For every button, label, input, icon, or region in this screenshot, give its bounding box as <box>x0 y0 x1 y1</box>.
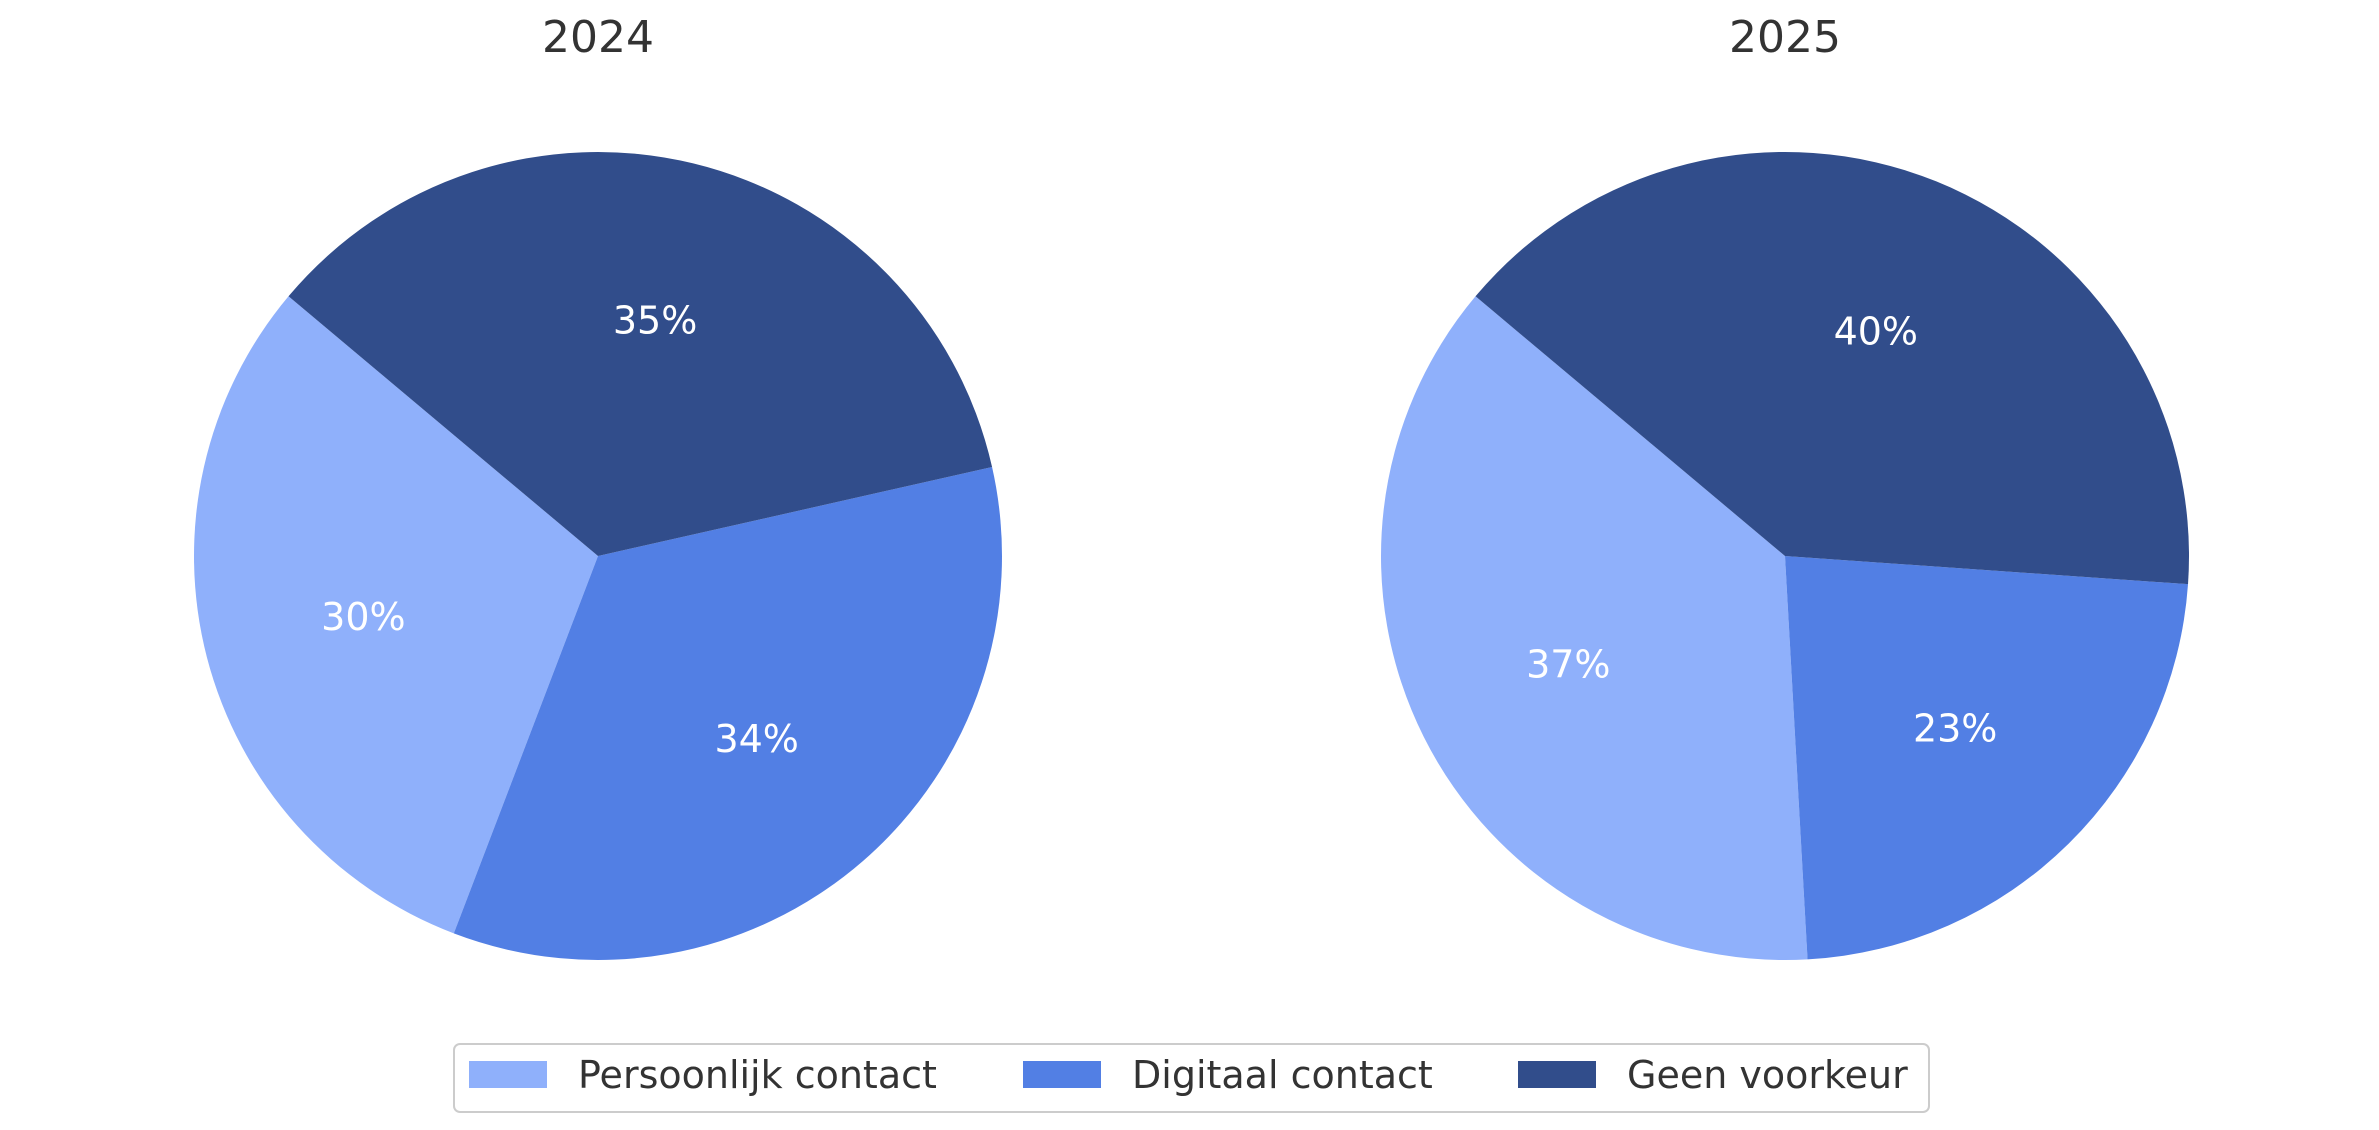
legend-item-geen-voorkeur: Geen voorkeur <box>1518 1053 1908 1097</box>
legend: Persoonlijk contact Digitaal contact Gee… <box>453 1043 1930 1113</box>
legend-item-persoonlijk-contact: Persoonlijk contact <box>469 1053 937 1097</box>
pie-slice-2024-persoonlijk-contact <box>193 296 598 934</box>
pie-slice-2025-persoonlijk-contact <box>1380 296 1808 960</box>
chart-title-2024: 2024 <box>542 12 654 63</box>
pie-slices-2025 <box>1380 151 2190 960</box>
slice-label-2025-digitaal-contact: 23% <box>1913 707 1997 751</box>
pie-labels-2024: 30% 34% 35% <box>321 298 799 761</box>
legend-swatch-geen-voorkeur <box>1518 1061 1596 1088</box>
pie-chart-2024: 2024 30% 34% 35% <box>193 12 1002 961</box>
legend-swatch-digitaal-contact <box>1023 1061 1101 1088</box>
legend-item-digitaal-contact: Digitaal contact <box>1023 1053 1433 1097</box>
slice-label-2024-digitaal-contact: 34% <box>714 717 798 761</box>
legend-swatch-persoonlijk-contact <box>469 1061 547 1088</box>
legend-label-persoonlijk-contact: Persoonlijk contact <box>578 1053 937 1097</box>
pie-slice-2025-geen-voorkeur <box>1475 151 2190 585</box>
slice-label-2025-geen-voorkeur: 40% <box>1834 309 1918 353</box>
pie-slice-2025-digitaal-contact <box>1785 556 2189 960</box>
pie-slice-2024-geen-voorkeur <box>288 152 993 556</box>
legend-label-digitaal-contact: Digitaal contact <box>1132 1053 1433 1097</box>
pie-slices-2024 <box>193 152 1002 961</box>
slice-label-2025-persoonlijk-contact: 37% <box>1526 643 1610 687</box>
slice-label-2024-geen-voorkeur: 35% <box>613 298 697 342</box>
slice-label-2024-persoonlijk-contact: 30% <box>321 595 405 639</box>
pie-slice-2024-digitaal-contact <box>453 466 1002 961</box>
legend-label-geen-voorkeur: Geen voorkeur <box>1627 1053 1908 1097</box>
pie-labels-2025: 37% 23% 40% <box>1526 309 1997 750</box>
chart-title-2025: 2025 <box>1729 12 1841 63</box>
pie-chart-2025: 2025 37% 23% 40% <box>1380 12 2190 960</box>
